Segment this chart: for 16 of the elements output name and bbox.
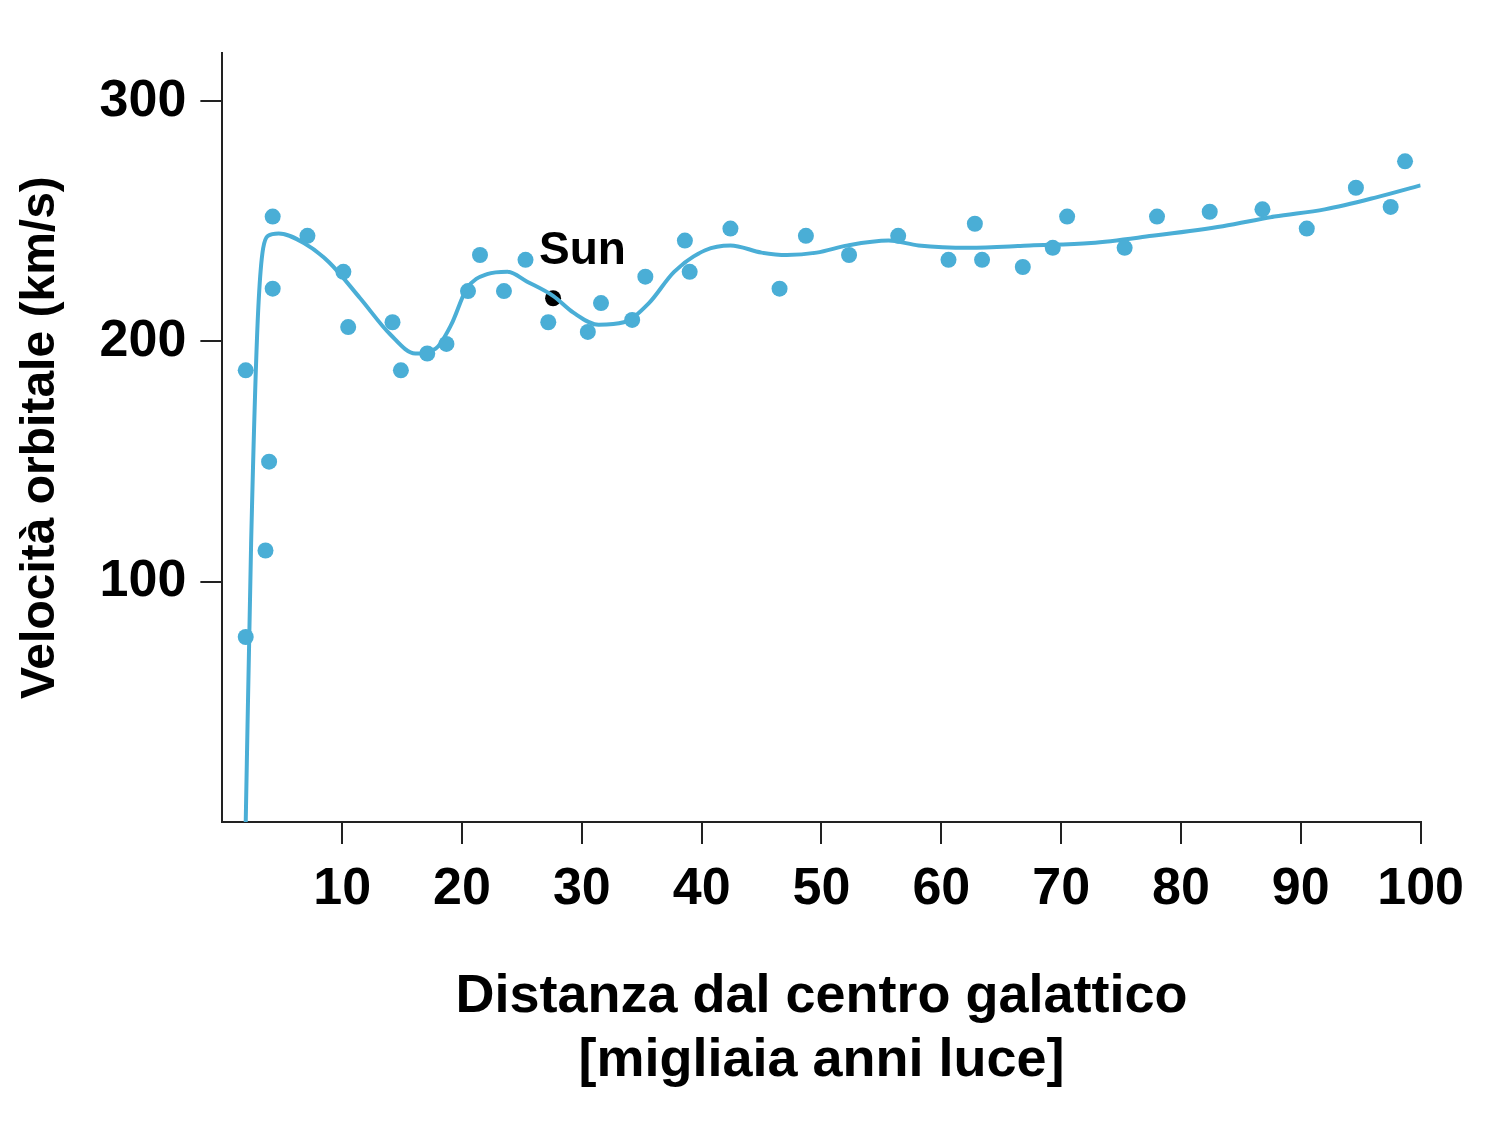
x-tick-label: 100 — [1377, 856, 1464, 915]
y-tick-label: 200 — [99, 308, 187, 367]
series-label: Sun — [539, 221, 626, 274]
x-tick-label: 10 — [313, 856, 372, 915]
x-tick-label: 60 — [912, 856, 971, 915]
x-tick-label: 70 — [1032, 856, 1091, 915]
y-tick-label: 100 — [99, 549, 187, 608]
x-tick-label: 90 — [1271, 856, 1330, 915]
x-axis-title: Distanza dal centro galattico [migliaia anni luce] — [455, 962, 1188, 1088]
x-tick-label: 80 — [1152, 856, 1210, 915]
x-tick-label: 40 — [672, 856, 731, 915]
x-tick-label: 30 — [552, 856, 611, 915]
x-tick-label: 50 — [792, 856, 851, 915]
y-axis-title: Velocità orbitale (km/s) — [11, 176, 65, 700]
y-tick-label: 300 — [99, 68, 187, 127]
x-tick-label: 20 — [433, 856, 491, 915]
